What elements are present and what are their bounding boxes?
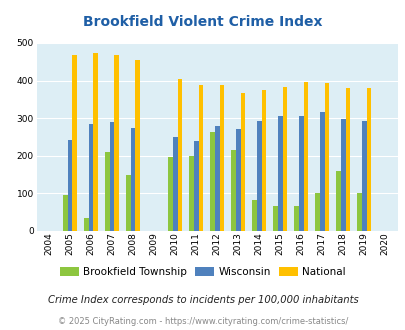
Bar bbox=[198, 85, 202, 231]
Bar bbox=[252, 200, 256, 231]
Bar bbox=[114, 55, 119, 231]
Bar bbox=[135, 60, 140, 231]
Bar bbox=[366, 88, 370, 231]
Bar bbox=[68, 140, 72, 231]
Bar bbox=[189, 156, 194, 231]
Bar bbox=[130, 128, 135, 231]
Bar bbox=[256, 121, 261, 231]
Bar bbox=[210, 132, 214, 231]
Legend: Brookfield Township, Wisconsin, National: Brookfield Township, Wisconsin, National bbox=[56, 263, 349, 281]
Bar bbox=[340, 119, 345, 231]
Bar bbox=[72, 54, 77, 231]
Bar bbox=[261, 89, 266, 231]
Bar bbox=[173, 137, 177, 231]
Bar bbox=[214, 126, 219, 231]
Bar bbox=[345, 88, 350, 231]
Bar bbox=[319, 112, 324, 231]
Bar bbox=[231, 150, 235, 231]
Bar bbox=[303, 82, 307, 231]
Bar bbox=[110, 121, 114, 231]
Bar bbox=[84, 218, 89, 231]
Bar bbox=[277, 116, 282, 231]
Bar bbox=[315, 193, 319, 231]
Bar bbox=[177, 79, 182, 231]
Bar bbox=[63, 195, 68, 231]
Text: Brookfield Violent Crime Index: Brookfield Violent Crime Index bbox=[83, 15, 322, 29]
Bar bbox=[168, 157, 173, 231]
Bar bbox=[361, 121, 366, 231]
Bar bbox=[235, 129, 240, 231]
Bar bbox=[273, 206, 277, 231]
Text: Crime Index corresponds to incidents per 100,000 inhabitants: Crime Index corresponds to incidents per… bbox=[47, 295, 358, 305]
Bar bbox=[219, 85, 224, 231]
Bar bbox=[126, 175, 130, 231]
Text: © 2025 CityRating.com - https://www.cityrating.com/crime-statistics/: © 2025 CityRating.com - https://www.city… bbox=[58, 317, 347, 326]
Bar bbox=[282, 87, 286, 231]
Bar bbox=[89, 124, 93, 231]
Bar bbox=[240, 93, 245, 231]
Bar bbox=[324, 83, 328, 231]
Bar bbox=[194, 141, 198, 231]
Bar bbox=[298, 116, 303, 231]
Bar bbox=[93, 53, 98, 231]
Bar bbox=[105, 152, 110, 231]
Bar bbox=[335, 171, 340, 231]
Bar bbox=[356, 193, 361, 231]
Bar bbox=[294, 206, 298, 231]
